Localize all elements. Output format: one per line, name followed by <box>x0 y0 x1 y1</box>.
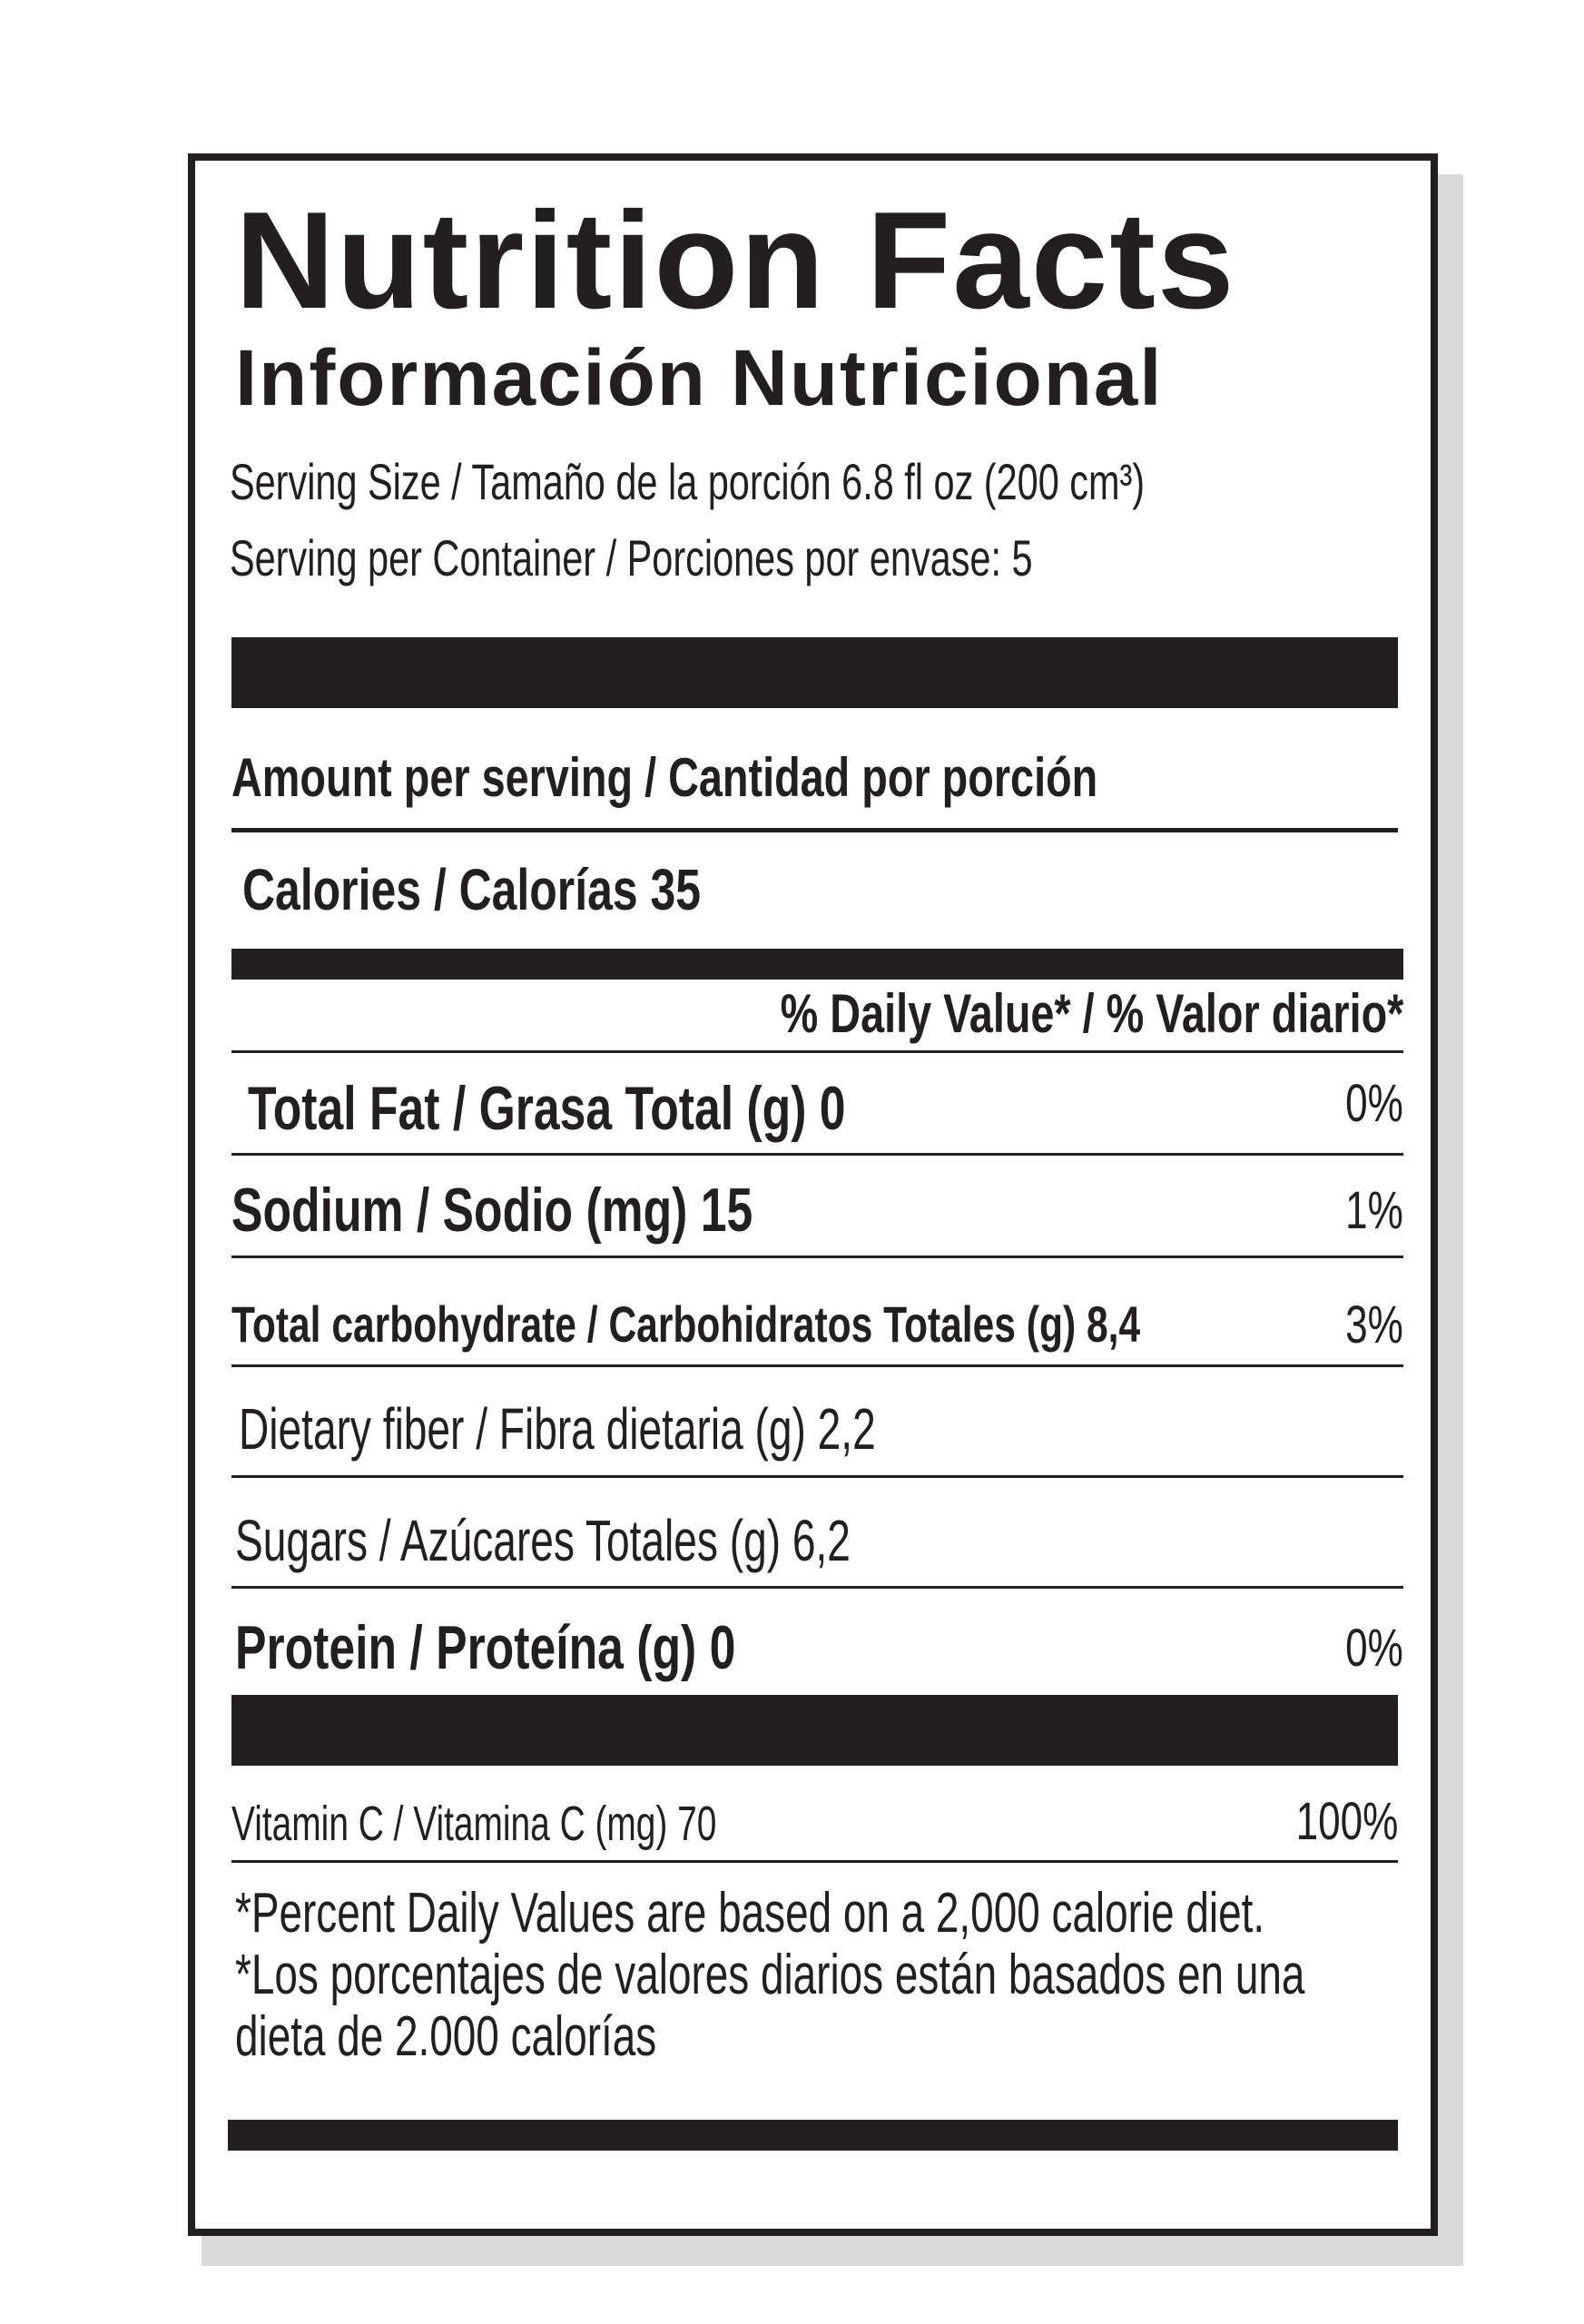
servings-per-container: Serving per Container / Porciones por en… <box>230 529 1033 586</box>
divider <box>231 1153 1403 1156</box>
nutrition-facts-label: Nutrition Facts Información Nutricional … <box>188 153 1438 2236</box>
nutrient-row: Protein / Proteína (g) 0 0% <box>235 1602 1403 1679</box>
divider <box>231 1860 1398 1863</box>
nutrient-label: Total Fat / Grasa Total (g) 0 <box>248 1074 846 1143</box>
vitamin-row: Vitamin C / Vitamina C (mg) 70 100% <box>231 1790 1398 1851</box>
label-title: Nutrition Facts <box>235 183 1236 338</box>
nutrient-row: Sodium / Sodio (mg) 15 1% <box>231 1168 1403 1241</box>
divider <box>231 1475 1403 1478</box>
nutrient-row: Sugars / Azúcares Totales (g) 6,2 <box>235 1493 1403 1570</box>
thick-divider <box>231 637 1398 708</box>
divider <box>231 1364 1403 1367</box>
medium-divider <box>231 949 1403 980</box>
nutrient-row: Total carbohydrate / Carbohidratos Total… <box>231 1285 1403 1354</box>
amount-per-serving: Amount per serving / Cantidad por porció… <box>231 747 1098 808</box>
calories: Calories / Calorías 35 <box>242 857 702 922</box>
nutrient-daily-value: 1% <box>1345 1181 1403 1240</box>
calories-row: Calories / Calorías 35 <box>242 857 1398 922</box>
nutrient-daily-value: 0% <box>1345 1074 1403 1133</box>
serving-size: Serving Size / Tamaño de la porción 6.8 … <box>230 453 1146 510</box>
nutrient-row: Dietary fiber / Fibra dietaria (g) 2,2 <box>239 1382 1403 1458</box>
daily-value-header: % Daily Value* / % Valor diario* <box>780 983 1403 1044</box>
footnote-line: dieta de 2.000 calorías <box>235 2005 657 2068</box>
amount-per-serving-row: Amount per serving / Cantidad por porció… <box>231 751 1398 805</box>
nutrient-label: Total carbohydrate / Carbohidratos Total… <box>231 1295 1141 1353</box>
daily-value-header-row: % Daily Value* / % Valor diario* <box>231 987 1403 1041</box>
nutrient-label: Dietary fiber / Fibra dietaria (g) 2,2 <box>239 1396 876 1462</box>
divider <box>231 1586 1403 1589</box>
bottom-divider <box>228 2120 1398 2151</box>
label-subtitle: Información Nutricional <box>235 334 1164 422</box>
footnote-line: *Los porcentajes de valores diarios está… <box>235 1944 1305 2006</box>
nutrient-row: Total Fat / Grasa Total (g) 0 0% <box>248 1067 1403 1143</box>
nutrient-label: Sodium / Sodio (mg) 15 <box>231 1176 753 1245</box>
nutrient-daily-value: 3% <box>1345 1295 1403 1354</box>
footnote-line: *Percent Daily Values are based on a 2,0… <box>235 1882 1265 1945</box>
nutrient-label: Sugars / Azúcares Totales (g) 6,2 <box>235 1508 851 1573</box>
divider <box>231 1256 1403 1258</box>
divider <box>231 828 1398 832</box>
divider <box>231 1050 1403 1053</box>
nutrient-daily-value: 0% <box>1345 1619 1403 1678</box>
vitamin-label: Vitamin C / Vitamina C (mg) 70 <box>231 1797 717 1851</box>
thick-divider <box>231 1695 1398 1766</box>
nutrient-label: Protein / Proteína (g) 0 <box>235 1613 736 1682</box>
vitamin-daily-value: 100% <box>1295 1792 1398 1851</box>
